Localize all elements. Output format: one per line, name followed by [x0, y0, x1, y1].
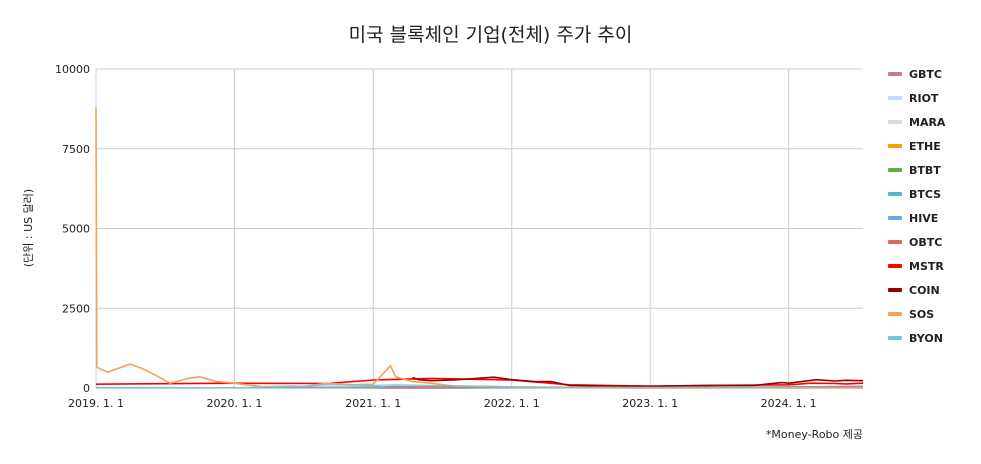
legend-label: COIN [909, 283, 940, 297]
y-tick-label: 0 [83, 382, 90, 395]
legend-swatch [888, 264, 902, 268]
legend-swatch [888, 192, 902, 196]
legend-label: HIVE [909, 211, 939, 225]
legend-label: SOS [909, 307, 935, 321]
legend-swatch [888, 312, 902, 316]
legend-item-gbtc: GBTC [888, 62, 978, 86]
legend-item-mara: MARA [888, 110, 978, 134]
x-tick-label: 2021. 1. 1 [345, 397, 401, 410]
y-tick-label: 7500 [62, 143, 90, 156]
legend-label: ETHE [909, 139, 941, 153]
legend-label: MSTR [909, 259, 944, 273]
legend-swatch [888, 96, 902, 100]
legend-item-btcs: BTCS [888, 182, 978, 206]
legend-swatch [888, 216, 902, 220]
legend-item-byon: BYON [888, 326, 978, 350]
gridlines [95, 68, 863, 389]
legend-item-obtc: OBTC [888, 230, 978, 254]
legend-swatch [888, 240, 902, 244]
legend-label: MARA [909, 115, 946, 129]
legend-swatch [888, 144, 902, 148]
series-line-byon [95, 384, 864, 389]
series-lines [95, 107, 864, 389]
y-tick-label: 5000 [62, 223, 90, 236]
legend-swatch [888, 336, 902, 340]
series-line-sos [95, 107, 863, 389]
chart-title: 미국 블록체인 기업(전체) 주가 추이 [348, 24, 633, 46]
legend-item-mstr: MSTR [888, 254, 978, 278]
legend-item-sos: SOS [888, 302, 978, 326]
legend-label: GBTC [909, 67, 942, 81]
legend-label: RIOT [909, 91, 939, 105]
source-note: *Money-Robo 제공 [765, 428, 863, 441]
series-line-coin [412, 376, 864, 388]
axis-ticks: 0 2500 5000 7500 10000 2019. 1. 1 2020. 1. 1 20… [55, 63, 817, 410]
x-tick-label: 2023. 1. 1 [622, 397, 678, 410]
y-tick-label: 2500 [62, 302, 90, 315]
x-tick-label: 2019. 1. 1 [68, 397, 124, 410]
x-tick-label: 2022. 1. 1 [484, 397, 540, 410]
x-tick-label: 2020. 1. 1 [206, 397, 262, 410]
legend-item-coin: COIN [888, 278, 978, 302]
x-tick-label: 2024. 1. 1 [761, 397, 817, 410]
legend-label: BYON [909, 331, 943, 345]
legend-swatch [888, 288, 902, 292]
legend-item-btbt: BTBT [888, 158, 978, 182]
legend-label: OBTC [909, 235, 943, 249]
legend-item-riot: RIOT [888, 86, 978, 110]
legend-swatch [888, 120, 902, 124]
legend-label: BTCS [909, 187, 942, 201]
legend-item-ethe: ETHE [888, 134, 978, 158]
legend-swatch [888, 72, 902, 76]
legend: GBTC RIOT MARA ETHE BTBT BTCS HIVE OBTC MSTR COIN… [888, 62, 978, 350]
legend-swatch [888, 168, 902, 172]
y-tick-label: 10000 [55, 63, 90, 76]
legend-label: BTBT [909, 163, 941, 177]
legend-item-hive: HIVE [888, 206, 978, 230]
